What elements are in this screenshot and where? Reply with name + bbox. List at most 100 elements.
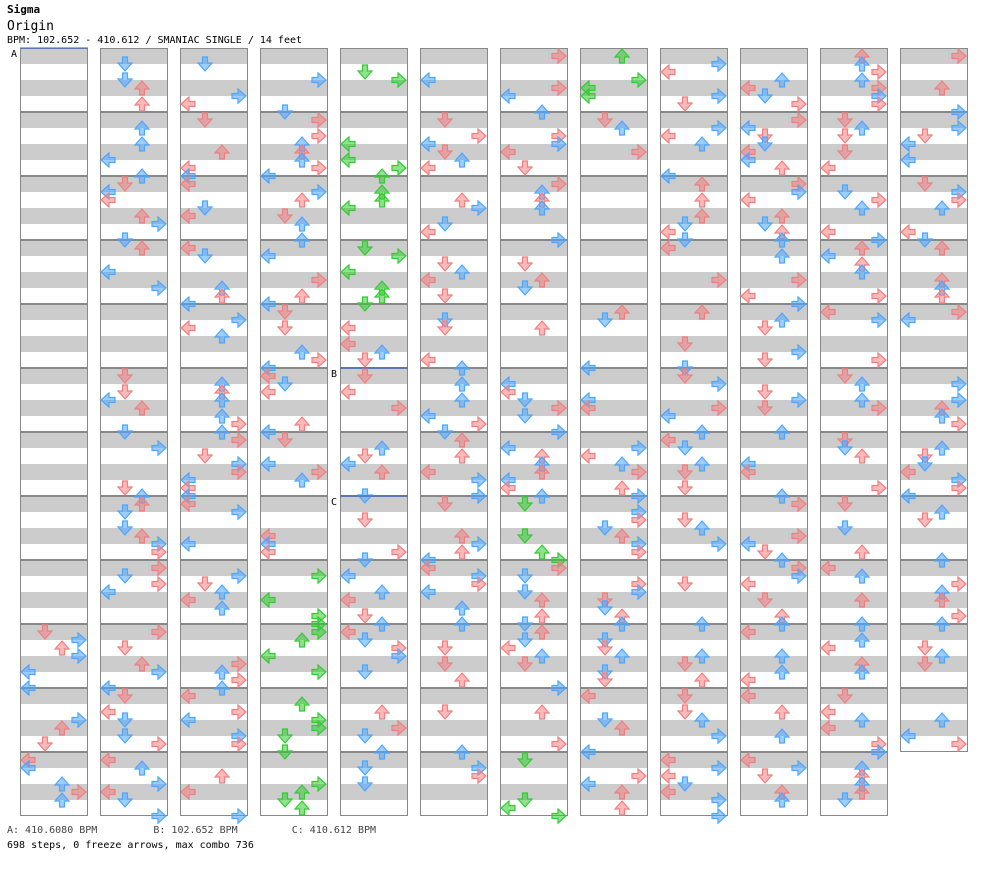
arrow-down-icon	[836, 440, 854, 456]
arrow-right-icon	[951, 191, 967, 209]
measure-box	[180, 112, 248, 176]
beat-band	[820, 416, 888, 432]
arrow-right-icon	[151, 439, 167, 457]
beat-band	[340, 320, 408, 336]
arrow-right-icon	[951, 735, 967, 753]
beat-band	[580, 368, 648, 384]
beat-band	[180, 336, 248, 352]
beat-band	[340, 608, 408, 624]
arrow-right-icon	[311, 775, 327, 793]
beat-band	[580, 624, 648, 640]
chart-info: BPM: 102.652 - 410.612 / SMANIAC SINGLE …	[7, 35, 303, 46]
measure-box	[580, 560, 648, 624]
arrow-left-icon	[260, 591, 276, 609]
beat-band	[660, 176, 728, 192]
beat-band	[340, 672, 408, 688]
beat-band	[180, 800, 248, 816]
measure-box	[900, 176, 968, 240]
beat-band	[100, 512, 168, 528]
arrow-down-icon	[756, 400, 774, 416]
beat-band	[740, 672, 808, 688]
beat-band	[500, 80, 568, 96]
beat-band	[340, 640, 408, 656]
beat-band	[660, 304, 728, 320]
beat-band	[420, 512, 488, 528]
measure-box	[500, 112, 568, 176]
beat-band	[500, 416, 568, 432]
beat-band	[420, 592, 488, 608]
beat-band	[260, 208, 328, 224]
beat-band	[340, 208, 408, 224]
beat-band	[420, 784, 488, 800]
arrow-down-icon	[36, 624, 54, 640]
arrow-left-icon	[500, 439, 516, 457]
beat-band	[900, 592, 968, 608]
arrow-up-icon	[853, 568, 871, 584]
beat-band	[660, 48, 728, 64]
arrow-down-icon	[356, 664, 374, 680]
beat-band	[100, 368, 168, 384]
beat-band	[740, 192, 808, 208]
arrow-right-icon	[871, 191, 887, 209]
beat-band	[180, 240, 248, 256]
arrow-up-icon	[773, 616, 791, 632]
arrow-right-icon	[871, 231, 887, 249]
beat-band	[180, 128, 248, 144]
arrow-down-icon	[356, 728, 374, 744]
beat-band	[580, 336, 648, 352]
beat-band	[740, 576, 808, 592]
measure-box	[740, 304, 808, 368]
beat-band	[340, 656, 408, 672]
arrow-down-icon	[676, 360, 694, 376]
beat-band	[900, 80, 968, 96]
arrow-down-icon	[116, 520, 134, 536]
beat-band	[660, 512, 728, 528]
arrow-left-icon	[340, 591, 356, 609]
arrow-down-icon	[836, 432, 854, 448]
beat-band	[580, 128, 648, 144]
beat-band	[660, 608, 728, 624]
beat-band	[100, 176, 168, 192]
beat-band	[500, 224, 568, 240]
arrow-right-icon	[711, 375, 727, 393]
beat-band	[420, 768, 488, 784]
beat-band	[500, 608, 568, 624]
arrow-left-icon	[100, 751, 116, 769]
beat-band	[580, 672, 648, 688]
beat-band	[340, 304, 408, 320]
beat-band	[100, 256, 168, 272]
arrow-left-icon	[420, 159, 436, 177]
beat-band	[100, 640, 168, 656]
beat-band	[820, 768, 888, 784]
beat-band	[740, 176, 808, 192]
beat-band	[580, 496, 648, 512]
arrow-up-icon	[373, 344, 391, 360]
beat-band	[340, 176, 408, 192]
arrow-right-icon	[231, 87, 247, 105]
arrow-down-icon	[516, 160, 534, 176]
beat-band	[820, 128, 888, 144]
beat-band	[20, 400, 88, 416]
arrow-up-icon	[613, 480, 631, 496]
measure-box	[740, 176, 808, 240]
arrow-left-icon	[740, 623, 756, 641]
arrow-left-icon	[740, 287, 756, 305]
beat-band	[740, 160, 808, 176]
arrow-up-icon	[133, 136, 151, 152]
beat-band	[660, 560, 728, 576]
arrow-left-icon	[820, 223, 836, 241]
beat-band	[340, 288, 408, 304]
arrow-right-icon	[631, 71, 647, 89]
beat-band	[820, 144, 888, 160]
beat-band	[660, 368, 728, 384]
arrow-right-icon	[791, 495, 807, 513]
beat-band	[820, 640, 888, 656]
beat-band	[20, 224, 88, 240]
arrow-down-icon	[676, 440, 694, 456]
arrow-left-icon	[420, 223, 436, 241]
measure-box	[820, 688, 888, 752]
arrow-left-icon	[580, 391, 596, 409]
arrow-left-icon	[500, 639, 516, 657]
beat-band	[900, 480, 968, 496]
